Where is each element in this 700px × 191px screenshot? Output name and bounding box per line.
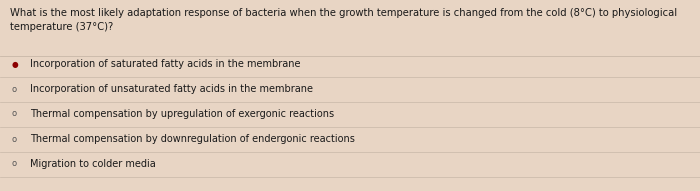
Text: Thermal compensation by upregulation of exergonic reactions: Thermal compensation by upregulation of … xyxy=(30,109,334,119)
Text: Incorporation of unsaturated fatty acids in the membrane: Incorporation of unsaturated fatty acids… xyxy=(30,84,313,94)
Text: o: o xyxy=(12,109,17,118)
Text: Migration to colder media: Migration to colder media xyxy=(30,159,155,169)
Text: Incorporation of saturated fatty acids in the membrane: Incorporation of saturated fatty acids i… xyxy=(30,59,300,69)
Text: o: o xyxy=(12,159,17,168)
Text: o: o xyxy=(12,84,17,94)
Text: What is the most likely adaptation response of bacteria when the growth temperat: What is the most likely adaptation respo… xyxy=(10,8,677,32)
Text: o: o xyxy=(12,134,17,143)
Text: ●: ● xyxy=(12,60,19,69)
Text: Thermal compensation by downregulation of endergonic reactions: Thermal compensation by downregulation o… xyxy=(30,134,355,144)
